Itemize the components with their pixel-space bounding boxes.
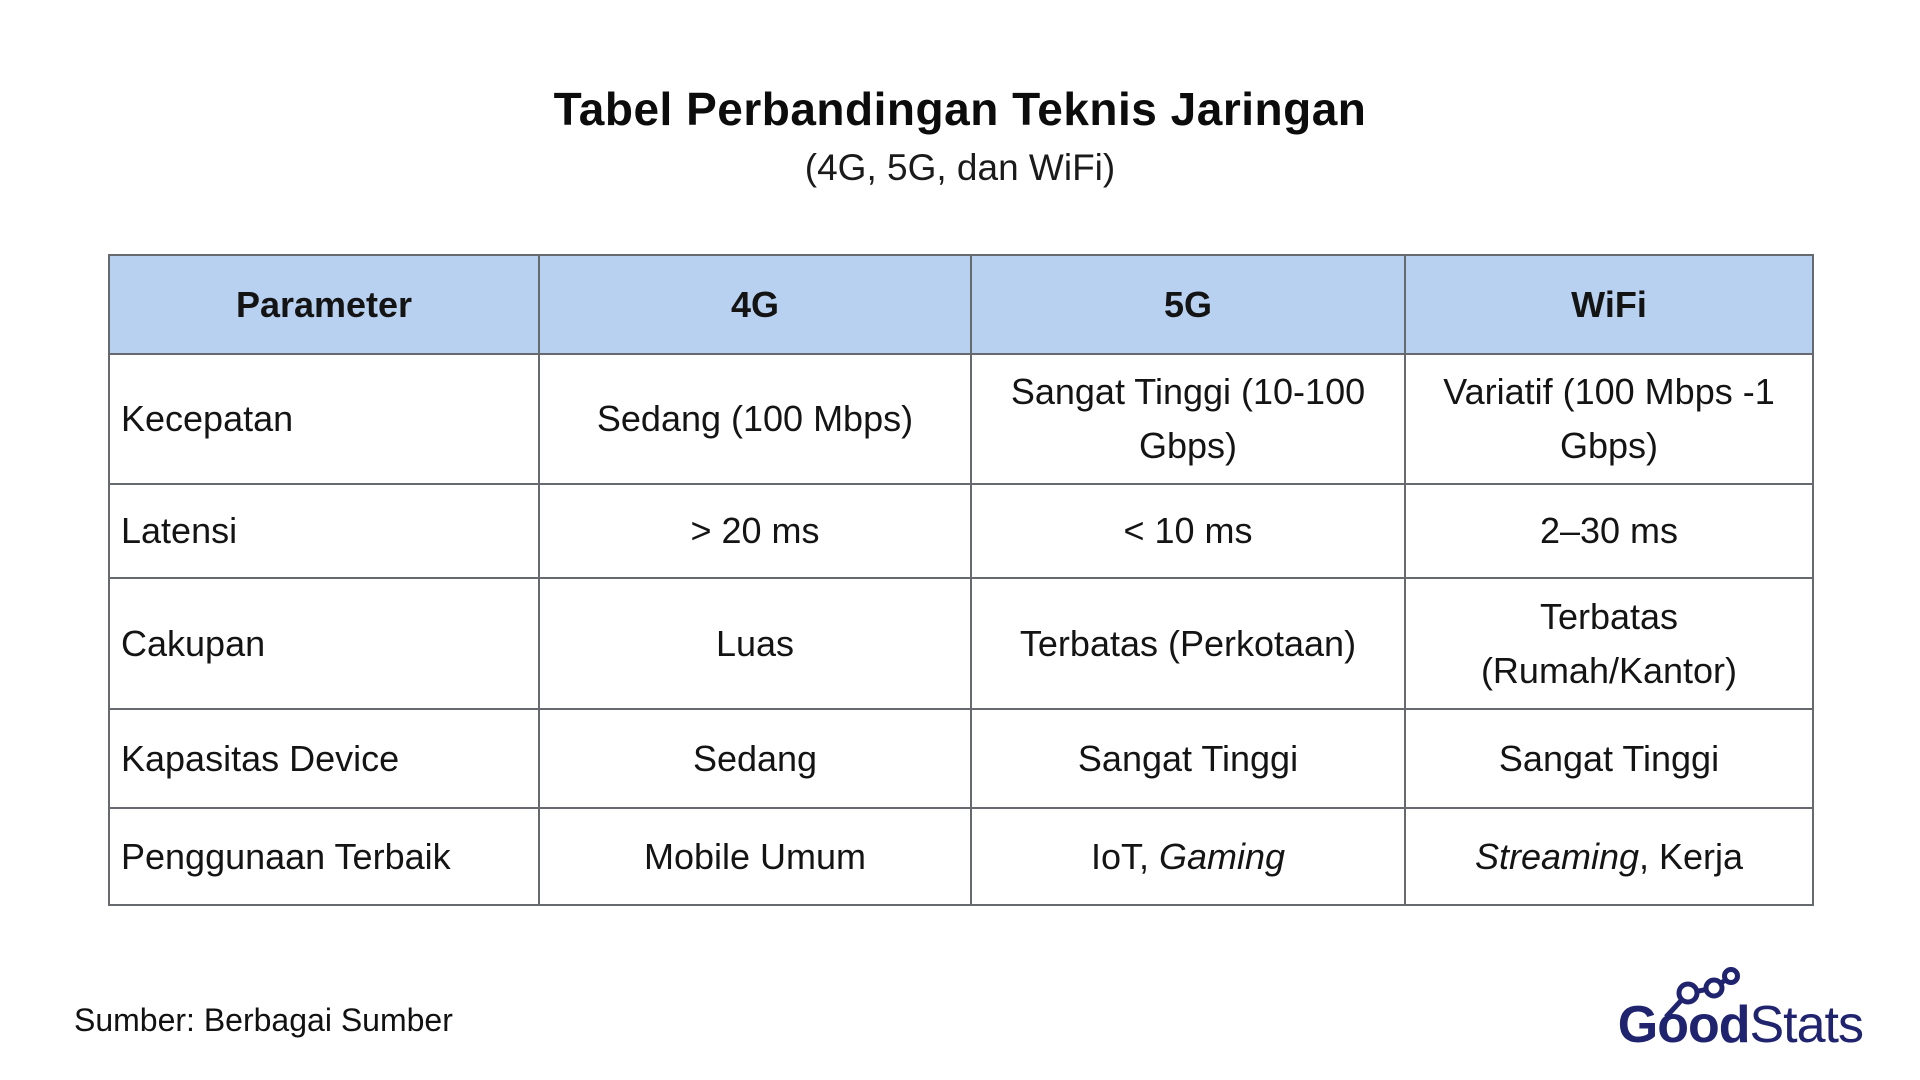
row-label: Kecepatan: [108, 353, 540, 485]
table-cell: < 10 ms: [970, 483, 1406, 579]
row-label: Latensi: [108, 483, 540, 579]
table-row: Kecepatan Sedang (100 Mbps) Sangat Tinggi …: [108, 353, 1814, 485]
table-cell: > 20 ms: [538, 483, 972, 579]
column-header-4g: 4G: [538, 254, 972, 355]
page-title: Tabel Perbandingan Teknis Jaringan: [553, 83, 1367, 135]
table-cell: Sedang (100 Mbps): [538, 353, 972, 485]
logo-text-good: Good: [1617, 996, 1751, 1054]
table-cell: Luas: [538, 577, 972, 710]
column-header-parameter: Parameter: [108, 254, 540, 355]
table-cell: Sangat Tinggi: [970, 708, 1406, 809]
table-cell: Sedang: [538, 708, 972, 809]
table-cell: Streaming, Kerja: [1404, 807, 1814, 906]
comparison-table: Parameter 4G 5G WiFi Kecepatan Sedang (100 M…: [108, 254, 1814, 906]
table-cell: Variatif (100 Mbps -1 Gbps): [1404, 353, 1814, 485]
table-row: Kapasitas Device Sedang Sangat Tinggi Sanga…: [108, 708, 1814, 809]
table-cell: 2–30 ms: [1404, 483, 1814, 579]
row-label: Penggunaan Terbaik: [108, 807, 540, 906]
table-cell: IoT, Gaming: [970, 807, 1406, 906]
table-cell: Terbatas (Rumah/Kantor): [1404, 577, 1814, 710]
table-cell: Mobile Umum: [538, 807, 972, 906]
table-row: Latensi > 20 ms < 10 ms 2–30 ms: [108, 483, 1814, 579]
row-label: Cakupan: [108, 577, 540, 710]
logo-text-stats: Stats: [1749, 996, 1864, 1054]
table-cell: Sangat Tinggi (10-100 Gbps): [970, 353, 1406, 485]
table-cell: Terbatas (Perkotaan): [970, 577, 1406, 710]
table-cell: Sangat Tinggi: [1404, 708, 1814, 809]
column-header-wifi: WiFi: [1404, 254, 1814, 355]
table-header-row: Parameter 4G 5G WiFi: [108, 254, 1814, 355]
source-text: Sumber: Berbagai Sumber: [74, 1002, 453, 1038]
table-row: Penggunaan Terbaik Mobile Umum IoT, Gaming…: [108, 807, 1814, 906]
table-row: Cakupan Luas Terbatas (Perkotaan) Terbatas …: [108, 577, 1814, 710]
page-subtitle: (4G, 5G, dan WiFi): [804, 147, 1116, 188]
column-header-5g: 5G: [970, 254, 1406, 355]
table-body: Kecepatan Sedang (100 Mbps) Sangat Tinggi …: [108, 353, 1814, 906]
goodstats-logo: GoodStats: [1617, 967, 1864, 1065]
row-label: Kapasitas Device: [108, 708, 540, 809]
rising-line-chart-icon: [1663, 967, 1740, 1019]
